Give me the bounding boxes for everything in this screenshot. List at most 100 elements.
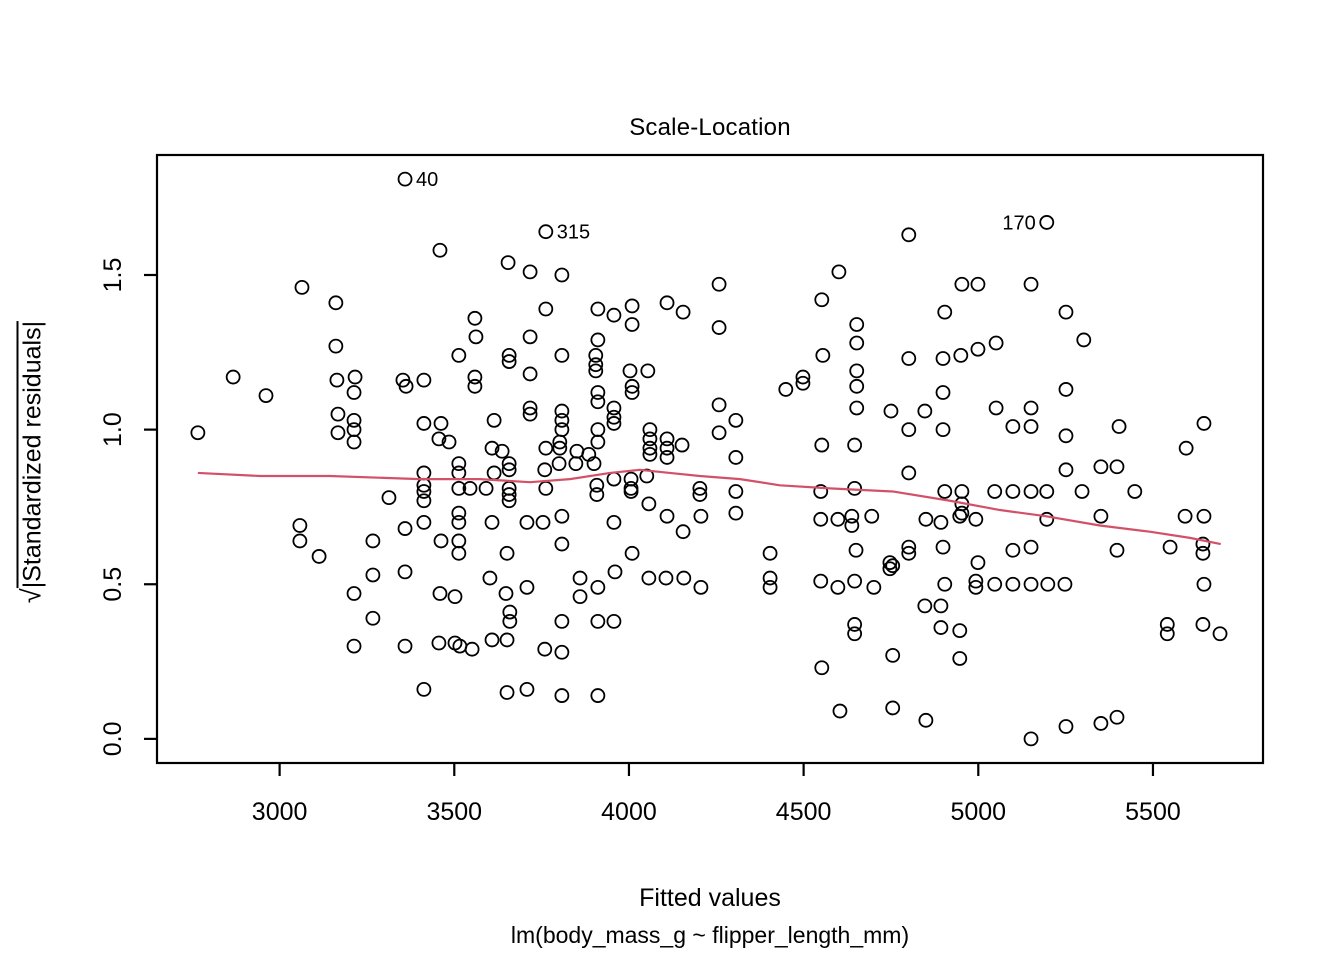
scatter-point xyxy=(589,487,605,502)
scatter-point xyxy=(499,632,515,648)
scatter-point xyxy=(674,437,690,453)
scatter-point xyxy=(882,561,898,577)
outlier-label: 315 xyxy=(557,222,590,244)
scatter-point xyxy=(441,434,457,450)
scatter-point xyxy=(952,651,968,666)
scatter-point xyxy=(659,431,675,447)
scatter-point xyxy=(519,579,535,595)
y-tick-label: 1.5 xyxy=(99,258,127,293)
scatter-point xyxy=(883,403,899,419)
scatter-point xyxy=(659,295,675,311)
scatter-point xyxy=(937,576,953,592)
scatter-point xyxy=(711,276,727,292)
scatter-point xyxy=(462,480,478,496)
scatter-point xyxy=(933,620,949,635)
scatter-point xyxy=(554,403,570,419)
scatter-point xyxy=(328,295,344,311)
outlier-point xyxy=(1039,215,1055,230)
scatter-point xyxy=(346,586,362,601)
scatter-point xyxy=(693,508,709,524)
scatter-point xyxy=(432,242,448,258)
scatter-point xyxy=(1109,542,1125,558)
scatter-point xyxy=(416,681,432,697)
scatter-point xyxy=(813,511,829,527)
scatter-point xyxy=(623,484,639,499)
scatter-point xyxy=(692,480,708,496)
plot-box xyxy=(155,153,1265,765)
scatter-point xyxy=(451,347,467,363)
scatter-point xyxy=(502,613,518,629)
scatter-point xyxy=(1196,416,1212,431)
scatter-point xyxy=(500,255,516,271)
scatter-point xyxy=(659,450,675,465)
x-tick-label: 3000 xyxy=(252,798,308,826)
scatter-point xyxy=(1005,576,1021,592)
scatter-point xyxy=(311,549,327,564)
scatter-point xyxy=(416,493,432,509)
scatter-point xyxy=(675,524,691,540)
scatter-point xyxy=(728,450,744,465)
scatter-point xyxy=(381,490,397,506)
scatter-point xyxy=(988,335,1004,351)
scatter-point xyxy=(1195,545,1211,561)
outlier-point xyxy=(397,171,413,187)
scatter-point xyxy=(1058,719,1074,734)
scatter-point xyxy=(588,347,604,363)
scatter-point xyxy=(431,431,447,447)
scatter-point xyxy=(554,347,570,363)
scatter-point xyxy=(416,372,432,388)
scatter-point xyxy=(849,363,865,379)
scatter-point xyxy=(1109,459,1125,475)
scatter-point xyxy=(451,505,467,521)
scatter-point xyxy=(451,545,467,561)
scatter-point xyxy=(522,264,538,280)
scatter-point xyxy=(606,400,622,416)
scatter-point xyxy=(968,579,984,595)
scatter-point xyxy=(572,589,588,605)
scatter-point xyxy=(762,579,778,595)
scatter-point xyxy=(728,412,744,428)
scatter-point xyxy=(676,570,692,586)
scatter-point xyxy=(935,422,951,438)
scatter-point xyxy=(813,484,829,499)
scatter-point xyxy=(642,431,658,447)
x-tick-label: 3500 xyxy=(426,798,482,826)
scatter-point xyxy=(501,462,517,478)
scatter-point xyxy=(568,456,584,472)
scatter-point xyxy=(937,304,953,320)
scatter-point xyxy=(795,369,811,385)
scatter-point xyxy=(830,579,846,595)
scatter-point xyxy=(346,412,362,428)
scatter-point xyxy=(659,508,675,524)
scatter-point xyxy=(658,570,674,586)
scatter-point xyxy=(1058,304,1074,320)
scatter-point xyxy=(844,518,860,533)
scatter-point xyxy=(864,508,880,524)
scatter-point xyxy=(848,542,864,558)
scatter-point xyxy=(330,406,346,422)
scatter-point xyxy=(624,317,640,332)
scatter-point xyxy=(762,570,778,586)
scatter-point xyxy=(397,521,413,536)
scatter-point xyxy=(590,434,606,450)
scatter-point xyxy=(522,366,538,382)
scatter-point xyxy=(554,508,570,524)
x-tick-label: 4000 xyxy=(601,798,657,826)
scatter-point xyxy=(641,496,657,512)
scatter-point xyxy=(917,403,933,419)
scatter-point xyxy=(987,484,1003,499)
scatter-point xyxy=(499,545,515,561)
scatter-point xyxy=(554,644,570,660)
scatter-point xyxy=(535,514,551,530)
scatter-point xyxy=(692,487,708,502)
scatter-point xyxy=(590,301,606,317)
scatter-point xyxy=(642,446,658,462)
scatter-point xyxy=(624,385,640,400)
scatter-point xyxy=(554,412,570,428)
scatter-point xyxy=(554,536,570,552)
scatter-point xyxy=(347,369,363,385)
scatter-point xyxy=(467,310,483,326)
scatter-point xyxy=(831,264,847,280)
scatter-point xyxy=(499,685,515,700)
